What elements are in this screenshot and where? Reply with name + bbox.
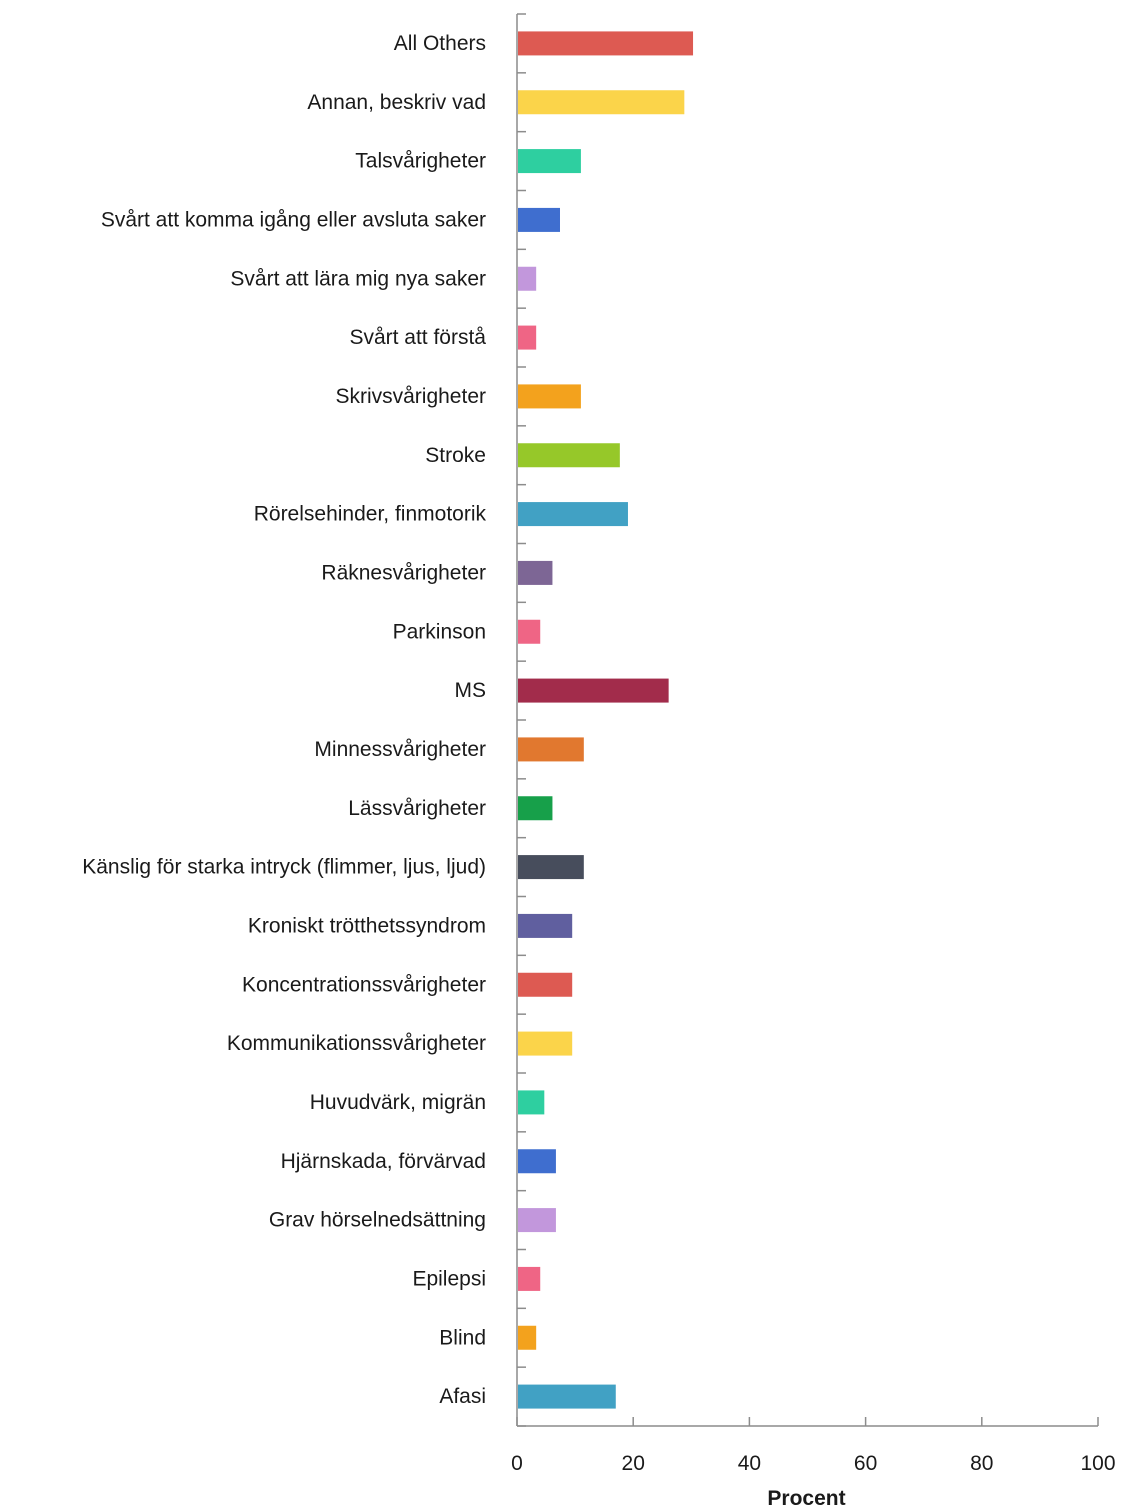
bar-svart-att-komma-igang-eller-avsluta-saker: [518, 207, 560, 232]
category-label: Grav hörselnedsättning: [269, 1209, 486, 1232]
x-tick-label: 60: [854, 1452, 877, 1475]
category-label: Känslig för starka intryck (flimmer, lju…: [82, 856, 486, 879]
category-label: Blind: [439, 1326, 486, 1349]
category-label: Svårt att komma igång eller avsluta sake…: [101, 208, 486, 231]
bar-grav-horselnedsattning: [518, 1208, 556, 1233]
category-label: Kommunikationssvårigheter: [227, 1032, 486, 1055]
category-label: Skrivsvårigheter: [335, 385, 486, 408]
x-tick-label: 80: [970, 1452, 993, 1475]
bar-hjarnskada-forvarvad: [518, 1149, 556, 1174]
x-tick-label: 20: [622, 1452, 645, 1475]
bar-rorelsehinder-finmotorik: [518, 502, 628, 527]
category-label: Afasi: [439, 1385, 486, 1408]
category-label: All Others: [394, 32, 486, 55]
category-label: Svårt att förstå: [349, 326, 486, 349]
category-label: Parkinson: [393, 620, 486, 643]
category-label: Koncentrationssvårigheter: [242, 973, 486, 996]
x-tick-label: 0: [511, 1452, 523, 1475]
bar-svart-att-lara-mig-nya-saker: [518, 266, 537, 291]
category-label: Lässvårigheter: [348, 797, 486, 820]
bar-talsvarigheter: [518, 149, 581, 174]
category-label: Talsvårigheter: [355, 150, 486, 173]
bar-all-others: [518, 31, 694, 56]
category-label: Kroniskt trötthetssyndrom: [248, 914, 486, 937]
x-tick-label: 100: [1080, 1452, 1115, 1475]
bar-parkinson: [518, 619, 541, 644]
category-labels: All Others Annan, beskriv vad Talsvårighet…: [82, 32, 486, 1408]
category-label: Räknesvårigheter: [321, 561, 486, 584]
x-axis-ticks: [516, 1417, 1099, 1426]
bar-raknesvarigheter: [518, 560, 553, 585]
category-label: Huvudvärk, migrän: [310, 1091, 486, 1114]
bar-lassvarigheter: [518, 796, 553, 821]
category-label: Minnessvårigheter: [314, 738, 486, 761]
category-label: Svårt att lära mig nya saker: [230, 267, 486, 290]
category-label: Annan, beskriv vad: [307, 91, 486, 114]
category-label: Hjärnskada, förvärvad: [281, 1150, 486, 1173]
bar-svart-att-forsta: [518, 325, 537, 350]
category-label: MS: [455, 679, 487, 702]
bar-afasi: [518, 1384, 616, 1409]
x-axis-title: Procent: [767, 1487, 845, 1510]
x-tick-label: 40: [738, 1452, 761, 1475]
y-axis-ticks: [517, 13, 526, 1427]
bar-blind: [518, 1325, 537, 1350]
bar-kommunikationssvarigheter: [518, 1031, 573, 1056]
bar-kanslig-for-starka-intryck-flimmer-ljus-ljud: [518, 855, 584, 880]
bar-annan-beskriv-vad: [518, 90, 685, 115]
category-label: Epilepsi: [412, 1267, 486, 1290]
category-label: Rörelsehinder, finmotorik: [254, 503, 487, 526]
bar-ms: [518, 678, 669, 703]
bar-koncentrationssvarigheter: [518, 972, 573, 997]
bar-kroniskt-trotthetssyndrom: [518, 913, 573, 938]
bar-minnessvarigheter: [518, 737, 584, 762]
bar-huvudvark-migran: [518, 1090, 545, 1115]
bar-epilepsi: [518, 1266, 541, 1291]
bars-group: [518, 31, 694, 1409]
category-label: Stroke: [425, 444, 486, 467]
bar-skrivsvarigheter: [518, 384, 581, 409]
bar-stroke: [518, 443, 620, 468]
x-tick-labels: 0 20 40 60 80 100: [511, 1452, 1115, 1475]
